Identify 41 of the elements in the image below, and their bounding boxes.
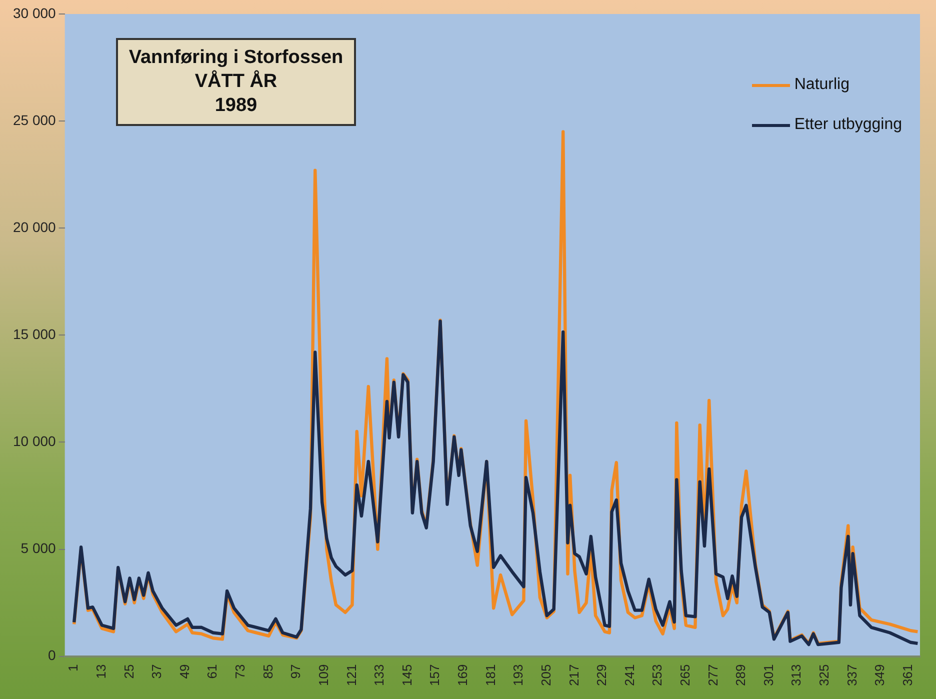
x-tick-label: 13: [93, 664, 108, 679]
legend-label: Naturlig: [794, 76, 850, 94]
x-tick-label: 61: [204, 664, 220, 679]
x-tick-label: 25: [121, 664, 136, 679]
x-tick-label: 349: [872, 664, 888, 686]
y-tick-label: 15 000: [12, 326, 56, 342]
y-tick-label: 20 000: [12, 218, 56, 235]
x-tick-label: 325: [816, 664, 832, 686]
x-tick-label: 193: [510, 664, 526, 686]
x-tick-label: 169: [455, 664, 470, 686]
y-tick-label: 10 000: [12, 433, 56, 450]
x-tick-label: 253: [650, 664, 665, 686]
y-tick-label: 30 000: [12, 4, 56, 21]
x-tick-label: 361: [900, 664, 915, 686]
y-tick-label: 0: [48, 647, 56, 664]
x-tick-label: 205: [538, 664, 554, 686]
x-tick-label: 37: [149, 664, 164, 679]
x-tick-label: 97: [288, 664, 304, 679]
x-tick-label: 1: [66, 664, 81, 672]
x-tick-label: 241: [622, 664, 637, 686]
text: Vannføring i Storfossen VÅTT ÅR 1989: [116, 38, 356, 126]
x-tick-label: 133: [372, 664, 387, 686]
x-tick-label: 121: [344, 664, 359, 686]
x-tick-label: 265: [678, 664, 693, 686]
x-tick-label: 313: [788, 664, 804, 686]
x-tick-label: 217: [566, 664, 582, 686]
legend-label: Etter utbygging: [794, 116, 902, 134]
x-tick-label: 337: [844, 664, 860, 686]
y-tick-label: 5 000: [20, 540, 56, 556]
x-tick-label: 181: [482, 664, 498, 686]
x-tick-label: 289: [733, 664, 748, 686]
x-tick-label: 49: [176, 664, 192, 679]
x-tick-label: 229: [594, 664, 610, 686]
x-tick-label: 157: [427, 664, 442, 686]
x-tick-label: 301: [760, 664, 776, 686]
y-tick-label: 25 000: [12, 112, 56, 128]
x-tick-label: 73: [232, 664, 248, 679]
x-tick-label: 109: [316, 664, 331, 686]
x-tick-label: 85: [260, 664, 276, 679]
x-tick-label: 145: [399, 664, 414, 686]
x-tick-label: 277: [705, 664, 720, 686]
